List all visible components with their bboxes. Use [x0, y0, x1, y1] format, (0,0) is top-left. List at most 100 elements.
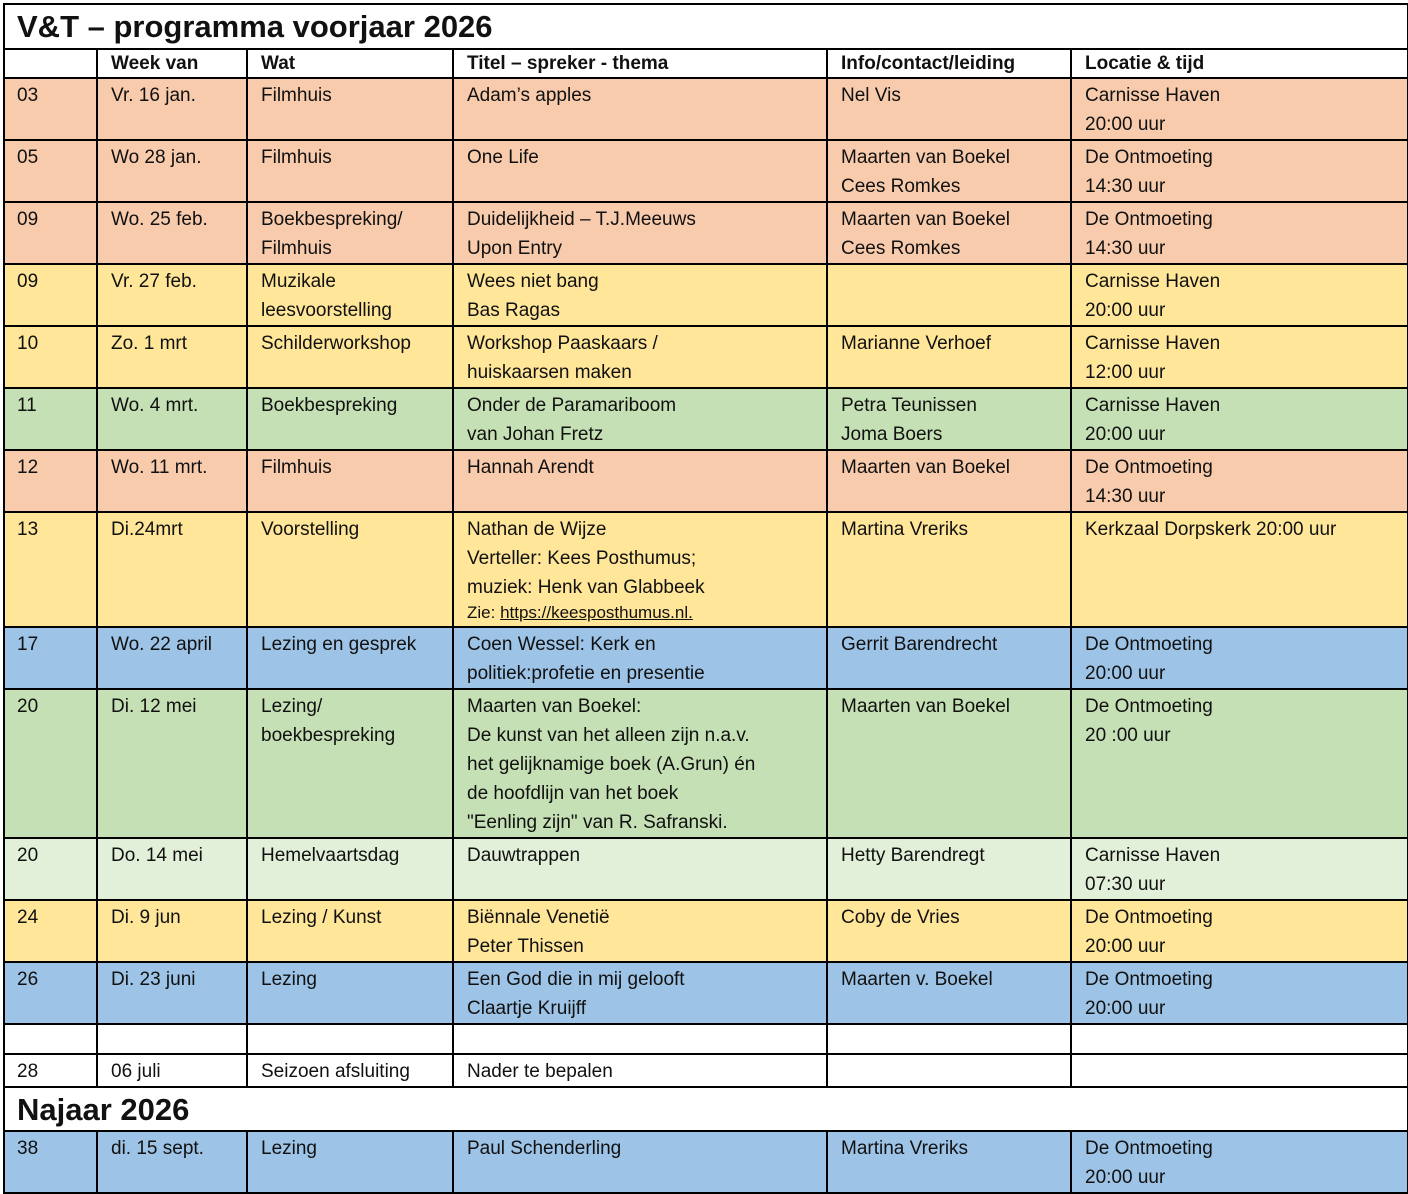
- cell-text: 38: [17, 1138, 39, 1159]
- cell-date: Di. 12 mei: [96, 688, 248, 839]
- header-locatie: Locatie & tijd: [1069, 48, 1408, 79]
- cell-location: Carnisse Haven 20:00 uur: [1069, 263, 1408, 327]
- cell-title: Onder de Paramariboom van Johan Fretz: [452, 387, 828, 451]
- cell-date: Di.24mrt: [96, 511, 248, 628]
- cell-date: Vr. 16 jan.: [96, 77, 248, 141]
- cell-text: Filmhuis: [261, 147, 332, 168]
- cell-location: De Ontmoeting 20:00 uur: [1069, 961, 1408, 1025]
- cell-date: Wo. 25 feb.: [96, 201, 248, 265]
- cell-text: Di. 23 juni: [111, 969, 196, 990]
- cell-text: Hetty Barendregt: [841, 845, 985, 866]
- cell-text: Marianne Verhoef: [841, 333, 991, 354]
- cell-location: De Ontmoeting 14:30 uur: [1069, 201, 1408, 265]
- cell-week-number: 38: [3, 1130, 98, 1194]
- cell-text: Gerrit Barendrecht: [841, 634, 998, 655]
- cell-title: Wees niet bang Bas Ragas: [452, 263, 828, 327]
- cell-location: Kerkzaal Dorpskerk 20:00 uur: [1069, 511, 1408, 628]
- cell-title: [452, 1023, 828, 1055]
- cell-title: Adam’s apples: [452, 77, 828, 141]
- cell-text: Nader te bepalen: [467, 1061, 613, 1082]
- cell-text: Carnisse Haven 12:00 uur: [1085, 333, 1221, 383]
- cell-week-number: 20: [3, 688, 98, 839]
- cell-type: Boekbespreking: [246, 387, 454, 451]
- cell-title: Paul Schenderling: [452, 1130, 828, 1194]
- cell-text: Martina Vreriks: [841, 1138, 969, 1159]
- program-table: V&T – programma voorjaar 2026 Week van W…: [2, 3, 1408, 1194]
- header-cell: [3, 48, 98, 79]
- cell-text: 24: [17, 907, 39, 928]
- cell-text: Filmhuis: [261, 457, 332, 478]
- cell-text: Wo. 22 april: [111, 634, 213, 655]
- cell-week-number: 24: [3, 899, 98, 963]
- table-row: 13 Di.24mrt Voorstelling Nathan de Wijze Ve…: [3, 511, 1408, 628]
- cell-text: 05: [17, 147, 39, 168]
- cell-text: Maarten v. Boekel: [841, 969, 993, 990]
- cell-text: Paul Schenderling: [467, 1138, 622, 1159]
- cell-text: Lezing / Kunst: [261, 907, 382, 928]
- cell-text: Coen Wessel: Kerk en politiek:profetie e…: [467, 634, 705, 684]
- cell-week-number: 09: [3, 201, 98, 265]
- cell-text: Carnisse Haven 20:00 uur: [1085, 85, 1221, 135]
- table-row: 03 Vr. 16 jan. Filmhuis Adam’s apples Nel Vi…: [3, 77, 1408, 141]
- cell-contact: Hetty Barendregt: [826, 837, 1072, 901]
- cell-type: Hemelvaartsdag: [246, 837, 454, 901]
- cell-date: Wo. 22 april: [96, 626, 248, 690]
- cell-type: Lezing / Kunst: [246, 899, 454, 963]
- cell-text: Wees niet bang Bas Ragas: [467, 271, 599, 321]
- cell-text: De Ontmoeting 20 :00 uur: [1085, 696, 1213, 746]
- cell-text: Maarten van Boekel: [841, 696, 1010, 717]
- cell-text: Adam’s apples: [467, 85, 592, 106]
- cell-text: Wo. 11 mrt.: [111, 457, 208, 478]
- cell-text: Di. 12 mei: [111, 696, 197, 717]
- cell-text: 12: [17, 457, 39, 478]
- cell-type: Lezing: [246, 1130, 454, 1194]
- cell-text: Wo. 25 feb.: [111, 209, 208, 230]
- header-info: Info/contact/leiding: [826, 48, 1072, 79]
- cell-location: De Ontmoeting 14:30 uur: [1069, 139, 1408, 203]
- cell-text: Lezing en gesprek: [261, 634, 417, 655]
- cell-text: 09: [17, 271, 39, 292]
- cell-date: Wo. 11 mrt.: [96, 449, 248, 513]
- cell-type: Filmhuis: [246, 449, 454, 513]
- cell-text: 10: [17, 333, 39, 354]
- cell-text: Boekbespreking: [261, 395, 398, 416]
- cell-date: Di. 23 juni: [96, 961, 248, 1025]
- cell-title: Maarten van Boekel: De kunst van het all…: [452, 688, 828, 839]
- header-week: Week van: [96, 48, 248, 79]
- cell-text: Di.24mrt: [111, 519, 183, 540]
- cell-contact: Marianne Verhoef: [826, 325, 1072, 389]
- cell-type: Lezing en gesprek: [246, 626, 454, 690]
- cell-title: Een God die in mij gelooft Claartje Krui…: [452, 961, 828, 1025]
- cell-contact: Coby de Vries: [826, 899, 1072, 963]
- cell-location: Carnisse Haven 20:00 uur: [1069, 387, 1408, 451]
- cell-text: Muzikale leesvoorstelling: [261, 271, 392, 321]
- cell-text: Martina Vreriks: [841, 519, 969, 540]
- table-row: 38 di. 15 sept. Lezing Paul Schenderling Mar…: [3, 1130, 1408, 1194]
- cell-title: Hannah Arendt: [452, 449, 828, 513]
- table-row: 17 Wo. 22 april Lezing en gesprek Coen Wess…: [3, 626, 1408, 690]
- cell-text: One Life: [467, 147, 539, 168]
- cell-text: 20: [17, 696, 39, 717]
- cell-location: Carnisse Haven 20:00 uur: [1069, 77, 1408, 141]
- cell-text: 20: [17, 845, 39, 866]
- section-row: Najaar 2026: [2, 1086, 1408, 1132]
- cell-contact: [826, 1053, 1072, 1088]
- cell-title: Biënnale Venetië Peter Thissen: [452, 899, 828, 963]
- cell-location: De Ontmoeting 20:00 uur: [1069, 626, 1408, 690]
- website-link[interactable]: https://keesposthumus.nl.: [500, 603, 693, 622]
- cell-text: Maarten van Boekel Cees Romkes: [841, 209, 1010, 259]
- cell-contact: Maarten van Boekel Cees Romkes: [826, 139, 1072, 203]
- cell-text: De Ontmoeting 14:30 uur: [1085, 147, 1213, 197]
- cell-date: di. 15 sept.: [96, 1130, 248, 1194]
- table-row: 28 06 juli Seizoen afsluiting Nader te bepa…: [3, 1053, 1408, 1088]
- cell-date: Zo. 1 mrt: [96, 325, 248, 389]
- cell-contact: [826, 1023, 1072, 1055]
- cell-text: Dauwtrappen: [467, 845, 581, 866]
- cell-contact: Martina Vreriks: [826, 511, 1072, 628]
- cell-type: Filmhuis: [246, 77, 454, 141]
- cell-contact: Petra Teunissen Joma Boers: [826, 387, 1072, 451]
- table-row: 20 Di. 12 mei Lezing/ boekbespreking Maarte…: [3, 688, 1408, 839]
- cell-text: De Ontmoeting 20:00 uur: [1085, 1138, 1213, 1188]
- table-row: 05 Wo 28 jan. Filmhuis One Life Maarten van …: [3, 139, 1408, 203]
- cell-text: Nathan de Wijze Verteller: Kees Posthumu…: [467, 519, 705, 598]
